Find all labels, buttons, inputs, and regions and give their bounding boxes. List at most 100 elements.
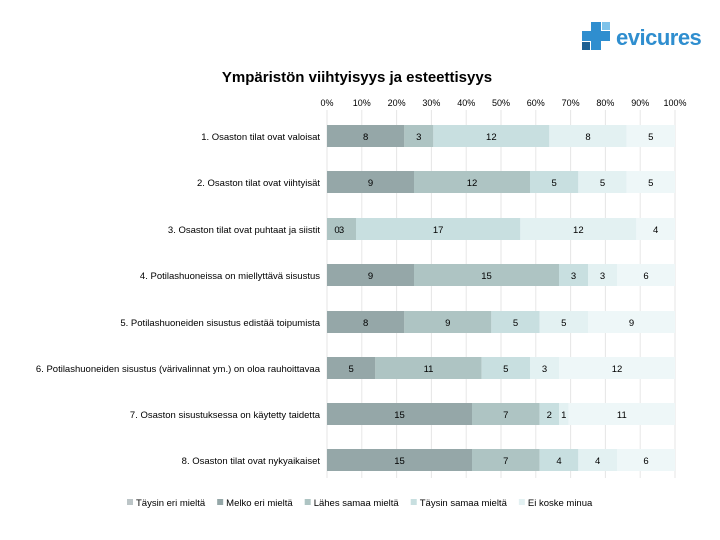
bars (327, 125, 675, 471)
bar-segment (530, 357, 559, 379)
bar-segment (404, 125, 434, 147)
bar-segment (539, 311, 588, 333)
legend-swatch (304, 499, 311, 505)
bar-segment (433, 125, 550, 147)
data-label: 5 (648, 132, 653, 143)
chart-title: Ympäristön viihtyisyys ja esteettisyys (222, 69, 492, 86)
data-label: 8 (363, 318, 368, 329)
legend: Täysin eri mieltä Melko eri mieltä Lähes s… (127, 498, 593, 509)
cross-logo-icon (582, 22, 610, 50)
bar-segment (559, 264, 588, 286)
x-tick-label: 40% (457, 98, 475, 108)
category-label: 3. Osaston tilat ovat puhtaat ja siistit (168, 225, 320, 236)
bar-segment (327, 449, 472, 471)
x-tick-label: 90% (631, 98, 649, 108)
data-label: 1 (561, 410, 566, 421)
data-label: 3 (416, 132, 421, 143)
bar-segment (626, 125, 675, 147)
data-label: 12 (573, 225, 584, 236)
x-tick-label: 80% (596, 98, 614, 108)
legend-swatch (410, 499, 417, 505)
data-label: 5 (552, 178, 557, 189)
bar-segment (472, 403, 540, 425)
bar-segment (626, 171, 675, 193)
bar-segment (404, 311, 492, 333)
category-label: 4. Potilashuoneissa on miellyttävä sisus… (140, 271, 320, 282)
x-tick-label: 100% (663, 98, 686, 108)
bar-segment (520, 218, 637, 240)
data-label: 9 (445, 318, 450, 329)
bar-segment (327, 218, 356, 240)
x-tick-label: 10% (353, 98, 371, 108)
category-label: 5. Potilashuoneiden sisustus edistää toi… (120, 318, 320, 329)
bar-segment (588, 264, 617, 286)
bar-segment (578, 171, 627, 193)
logo-text: evicures (616, 25, 702, 50)
bar-segment (327, 403, 472, 425)
legend-label: Täysin samaa mieltä (420, 498, 508, 509)
data-label: 15 (394, 456, 405, 467)
bar-segment (559, 403, 569, 425)
category-label: 7. Osaston sisustuksessa on käytetty tai… (130, 410, 321, 421)
data-label: 7 (503, 456, 508, 467)
x-tick-label: 30% (422, 98, 440, 108)
legend-label: Ei koske minua (528, 498, 593, 509)
category-label: 8. Osaston tilat ovat nykyaikaiset (182, 456, 321, 467)
data-label: 4 (595, 456, 600, 467)
bar-segment (414, 171, 530, 193)
category-labels: 1. Osaston tilat ovat valoisat 2. Osaston… (36, 132, 321, 467)
data-label: 5 (561, 318, 566, 329)
bar-segment (327, 357, 376, 379)
data-label: 5 (349, 364, 354, 375)
data-label: 8 (585, 132, 590, 143)
bar-segment (491, 311, 540, 333)
legend-swatch (127, 499, 133, 505)
bar-segment (539, 449, 579, 471)
bar-segment (617, 264, 675, 286)
data-label: 9 (629, 318, 634, 329)
data-label: 9 (368, 178, 373, 189)
bar-segment (617, 449, 675, 471)
bar-segment (481, 357, 530, 379)
data-label: 6 (643, 456, 648, 467)
bar-segment (375, 357, 482, 379)
data-label: 11 (617, 410, 627, 421)
data-label: 3 (339, 225, 344, 236)
category-label: 1. Osaston tilat ovat valoisat (201, 132, 320, 143)
bar-segment (588, 311, 675, 333)
bar-segment (327, 125, 405, 147)
category-label: 6. Potilashuoneiden sisustus (värivalinn… (36, 364, 321, 375)
evicures-logo: evicures (580, 20, 702, 54)
category-label: 2. Osaston tilat ovat viihtyisät (197, 178, 320, 189)
data-label: 17 (433, 225, 444, 236)
x-tick-label: 50% (492, 98, 510, 108)
x-tick-label: 20% (388, 98, 406, 108)
legend-swatch (518, 499, 525, 505)
legend-label: Lähes samaa mieltä (314, 498, 400, 509)
bar-segment (327, 264, 414, 286)
data-label: 9 (368, 271, 373, 282)
x-tick-label: 60% (527, 98, 545, 108)
data-label: 15 (394, 410, 405, 421)
data-label: 4 (653, 225, 658, 236)
x-axis-ticks: 0% 10% 20% 30% 40% 50% 60% 70% 80% 90% 100% (320, 98, 686, 108)
bar-segment (568, 403, 675, 425)
data-label: 15 (481, 271, 492, 282)
data-label: 11 (424, 364, 434, 375)
data-label: 0 (334, 225, 339, 236)
data-label: 8 (363, 132, 368, 143)
legend-swatch (217, 499, 224, 505)
bar-segment (327, 311, 405, 333)
data-label: 7 (503, 410, 508, 421)
data-label: 3 (542, 364, 547, 375)
data-label: 5 (503, 364, 508, 375)
data-label: 5 (600, 178, 605, 189)
legend-label: Melko eri mieltä (226, 498, 293, 509)
bar-segment (578, 449, 617, 471)
bar-segment (549, 125, 627, 147)
bar-segment (356, 218, 521, 240)
bar-segment (636, 218, 675, 240)
data-label: 4 (556, 456, 561, 467)
